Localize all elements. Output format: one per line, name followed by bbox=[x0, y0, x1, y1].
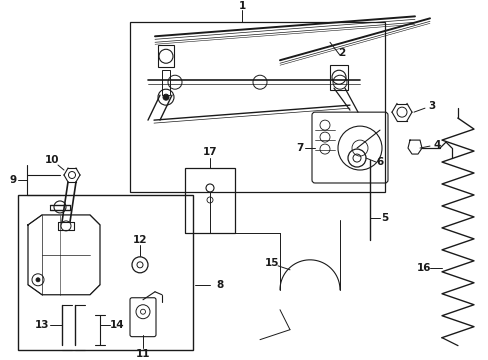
Text: 11: 11 bbox=[136, 348, 150, 359]
Text: 14: 14 bbox=[109, 320, 124, 330]
Text: 8: 8 bbox=[216, 280, 223, 290]
Text: 10: 10 bbox=[45, 155, 59, 165]
Bar bbox=[162, 70, 170, 95]
Text: 3: 3 bbox=[427, 101, 435, 111]
Text: 4: 4 bbox=[432, 140, 440, 150]
Circle shape bbox=[163, 94, 169, 100]
Polygon shape bbox=[407, 140, 421, 154]
Bar bbox=[158, 45, 174, 67]
Text: 7: 7 bbox=[296, 143, 303, 153]
Bar bbox=[18, 195, 193, 350]
Text: 12: 12 bbox=[132, 235, 147, 245]
Text: 9: 9 bbox=[9, 175, 17, 185]
Bar bbox=[184, 168, 235, 233]
Text: 13: 13 bbox=[35, 320, 49, 330]
Circle shape bbox=[36, 278, 40, 282]
Text: 2: 2 bbox=[338, 48, 345, 58]
Text: 15: 15 bbox=[264, 258, 279, 268]
Text: 1: 1 bbox=[238, 1, 245, 12]
Bar bbox=[329, 65, 347, 90]
Text: 5: 5 bbox=[381, 213, 388, 223]
Text: 17: 17 bbox=[202, 147, 217, 157]
Bar bbox=[130, 22, 384, 192]
Text: 6: 6 bbox=[376, 157, 383, 167]
Text: 16: 16 bbox=[416, 263, 430, 273]
